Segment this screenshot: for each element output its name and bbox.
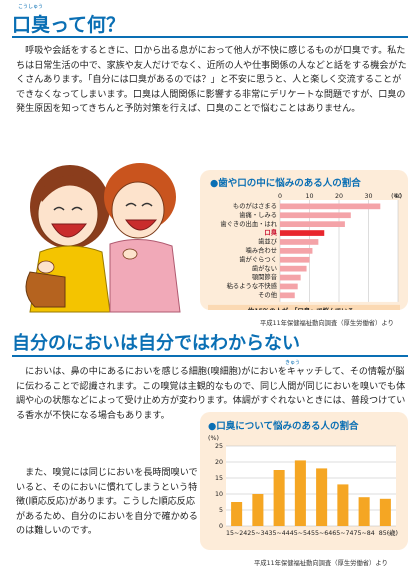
- chart2-bar: [294, 460, 306, 526]
- chart2-tick-label: 15: [215, 475, 223, 482]
- chart1-category-label: 歯痛・しみる: [239, 210, 277, 219]
- chart2-category-label: 85~: [379, 530, 392, 537]
- chart2-svg: 0 5 10 15 20 25(%) 15~24 25~34 35~44 45~54 55~64 65…: [208, 435, 398, 537]
- chart1-bar: [280, 239, 319, 245]
- chart1-svg: 0 10 20 30 40(%) ものがはさまる歯痛・しみる歯ぐきの出血・はれ口臭歯並び噛…: [208, 193, 402, 310]
- chart2-title: ●口臭について悩みのある人の割合: [208, 421, 359, 432]
- chart1-category-label: 歯並び: [258, 237, 278, 246]
- chart1-bar: [280, 230, 325, 236]
- chart1-category-label: 噛み合わせ: [246, 246, 277, 255]
- chart1-source: 平成11年保健福祉動向調査（厚生労働省）より: [260, 320, 394, 327]
- chart2-bar: [231, 502, 243, 526]
- chart2-bar: [316, 468, 328, 526]
- chart2-category-label: 15~24: [226, 530, 247, 537]
- chart1-category-label: その他: [258, 290, 278, 299]
- chart1-category-label: 顎関節音: [252, 272, 277, 281]
- section1-title: 口臭って何？: [12, 14, 126, 36]
- section1-paragraph: 呼吸や会話をするときに、口から出る息がにおって他人が不快に感じるものが口臭です。…: [16, 46, 407, 115]
- section2-paragraph2: また、嗅覚には同じにおいを長時間嗅いでいると、そのにおいに慣れてしまうという特徴…: [16, 468, 198, 537]
- chart2-category-label: 55~64: [311, 530, 332, 537]
- chart1-category-label: ものがはさまる: [233, 201, 277, 210]
- chart2-bar: [337, 484, 349, 526]
- title-ruby: こうしゅう: [18, 4, 44, 10]
- chart1-title: ●歯や口の中に悩みのある人の割合: [210, 178, 361, 189]
- chart2-plot-area: [226, 446, 396, 526]
- two-women-talking-illustration: [25, 163, 181, 313]
- chart1-tick-label: 40: [394, 193, 402, 200]
- section2-title: 自分のにおいは自分ではわからない: [12, 333, 300, 354]
- chart1-footnote-box: [208, 304, 400, 310]
- chart2-category-label: 25~34: [247, 530, 268, 537]
- chart1-bar: [280, 256, 310, 263]
- chart1-bar: [280, 265, 307, 272]
- chart2-tick-label: 5: [219, 507, 223, 514]
- chart1-tick-label: 20: [335, 193, 343, 200]
- section2-paragraph1: においは、鼻の中にあるにおいを感じる細胞(嗅細胞)がにおいをキャッチして、その情…: [16, 367, 406, 421]
- section2-rule: [12, 355, 408, 357]
- chart2-bar: [358, 497, 370, 526]
- chart1-footnote: 約15％の人が、「口臭」で悩んでいる。: [248, 306, 360, 310]
- chart1-unit-label: (%): [391, 193, 402, 200]
- chart2-unit-label: (%): [208, 435, 219, 442]
- chart1-category-label: 口臭: [264, 228, 277, 237]
- chart2-tick-label: 20: [215, 459, 223, 466]
- chart2-bar: [379, 498, 391, 526]
- chart2-x-unit: (歳): [387, 528, 398, 537]
- section1-rule: [12, 36, 408, 38]
- chart1-bar: [280, 221, 345, 227]
- chart1-tick-label: 30: [364, 193, 372, 200]
- chart1-bar: [280, 292, 295, 299]
- chart1-tick-label: 10: [305, 193, 313, 200]
- chart1-category-label: 歯ぐきの出血・はれ: [220, 219, 277, 228]
- chart1-category-label: 粘るような不快感: [227, 281, 278, 290]
- chart2-category-label: 45~54: [290, 530, 311, 537]
- chart1-bar: [280, 212, 351, 219]
- chart2-bar: [273, 470, 285, 526]
- chart2-tick-label: 0: [219, 523, 223, 530]
- chart1-bar: [280, 203, 381, 210]
- chart2-source: 平成11年保健福祉動向調査（厚生労働省）より: [254, 560, 388, 567]
- chart2-bar: [252, 494, 264, 526]
- chart2-tick-label: 10: [215, 491, 223, 498]
- chart1-bar: [280, 274, 301, 281]
- chart1-category-label: 歯がない: [252, 263, 277, 272]
- chart2-category-label: 65~74: [332, 530, 353, 537]
- chart1-tick-label: 0: [278, 193, 282, 200]
- chart1-bar: [280, 283, 298, 290]
- chart2-tick-label: 25: [215, 443, 223, 450]
- chart2-category-label: 75~84: [353, 530, 374, 537]
- chart2-category-label: 35~44: [268, 530, 289, 537]
- section2-ruby: きゅう: [285, 360, 301, 366]
- chart1-category-label: 歯がぐらつく: [239, 254, 277, 263]
- chart1-bar: [280, 248, 313, 254]
